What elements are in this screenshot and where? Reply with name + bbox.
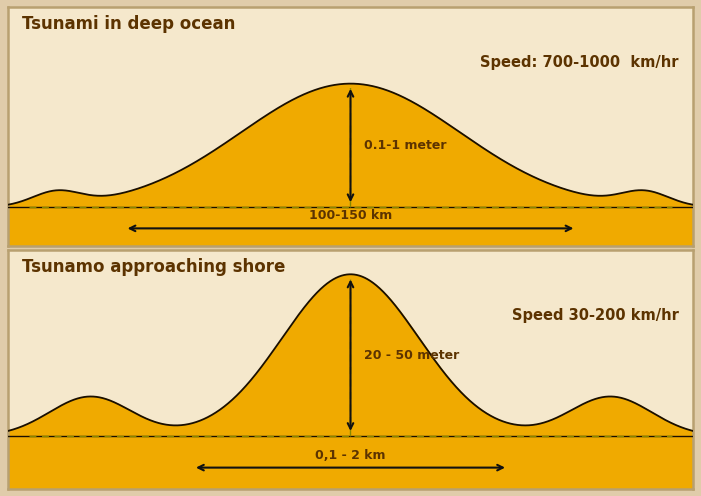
Text: 0.1-1 meter: 0.1-1 meter	[365, 139, 447, 152]
Text: Speed: 700-1000  km/hr: Speed: 700-1000 km/hr	[480, 55, 679, 70]
Text: Speed 30-200 km/hr: Speed 30-200 km/hr	[512, 308, 679, 322]
Text: 20 - 50 meter: 20 - 50 meter	[365, 349, 459, 362]
Text: Tsunamo approaching shore: Tsunamo approaching shore	[22, 257, 285, 276]
Text: 0,1 - 2 km: 0,1 - 2 km	[315, 449, 386, 462]
Text: 100-150 km: 100-150 km	[309, 209, 392, 222]
Text: Tsunami in deep ocean: Tsunami in deep ocean	[22, 14, 236, 33]
